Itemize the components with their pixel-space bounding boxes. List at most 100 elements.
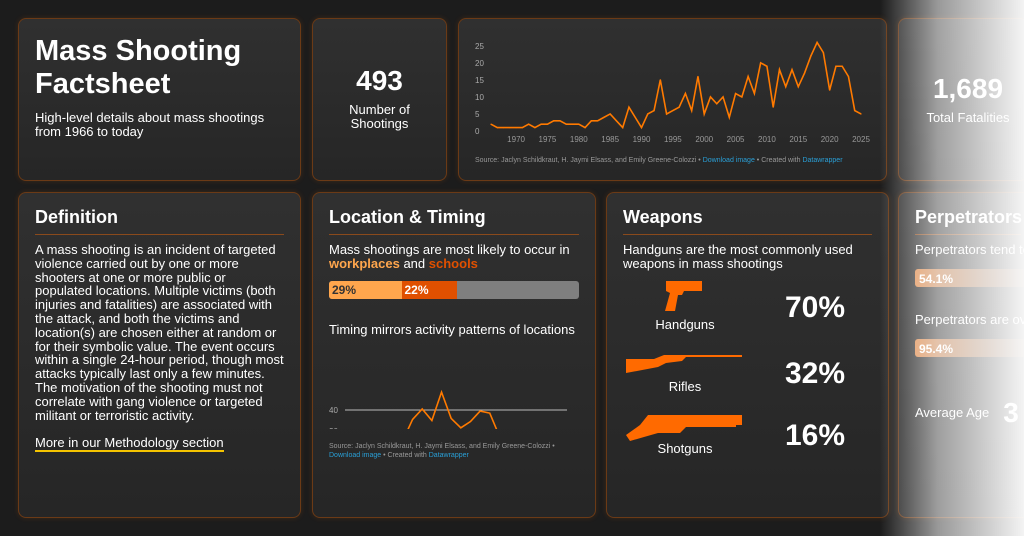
download-image-link[interactable]: Download image: [702, 157, 755, 164]
weapon-row-handguns: Handguns 70%: [607, 279, 889, 339]
location-timing-card: Location & Timing Mass shootings are mos…: [312, 192, 596, 518]
average-age-label: Average Age: [915, 405, 990, 420]
data-point: [672, 109, 674, 112]
definition-title: Definition: [35, 207, 284, 235]
weapon-row-shotguns: Shotguns 16%: [607, 415, 889, 475]
definition-card: Definition A mass shooting is an inciden…: [18, 192, 301, 518]
data-point: [431, 419, 433, 422]
shootings-label: Number of Shootings: [349, 102, 410, 131]
fatalities-stat-card: 1,689 Total Fatalities: [898, 18, 1024, 181]
data-point: [722, 96, 724, 98]
chart-source: Source: Jaclyn Schildkraut, H. Jaymi Els…: [475, 157, 843, 164]
data-point: [609, 113, 611, 115]
datawrapper-link[interactable]: Datawrapper: [802, 157, 843, 164]
rifle-icon: [626, 355, 742, 373]
location-share-bar: 29% 22%: [329, 281, 579, 299]
data-point: [584, 126, 586, 129]
location-segment-0: 29%: [329, 281, 402, 299]
shootings-stat-card: 493 Number of Shootings: [312, 18, 447, 181]
schools-highlight: schools: [428, 256, 478, 271]
x-tick-label: 2025: [852, 135, 870, 144]
data-point: [684, 92, 687, 95]
weapon-percent: 32%: [785, 357, 846, 390]
shootings-count: 493: [356, 65, 403, 96]
location-title: Location & Timing: [329, 207, 579, 235]
data-point: [691, 109, 693, 112]
data-point: [450, 417, 452, 419]
data-point: [860, 113, 862, 115]
data-point: [597, 120, 599, 122]
perpetrators-card: Perpetrators Perpetrators tend to 54.1% …: [898, 192, 1024, 518]
data-point: [469, 420, 472, 423]
data-point: [490, 123, 492, 125]
data-point: [697, 75, 699, 78]
weapon-label: Shotguns: [657, 441, 713, 456]
average-age: Average Age 3: [915, 397, 1021, 429]
data-point: [822, 52, 824, 54]
data-point: [747, 75, 749, 78]
data-point: [634, 116, 636, 118]
data-point: [797, 86, 799, 88]
yearly-chart-card: 0 5 10 15 20 25 1970 1975 1980 1985 1990 1995 2000 20…: [458, 18, 887, 181]
perpetrators-title: Perpetrators: [915, 207, 1022, 235]
and-text: and: [403, 256, 426, 271]
data-point: [760, 62, 762, 64]
weapon-row-rifles: Rifles 32%: [607, 353, 889, 413]
data-point: [603, 116, 605, 118]
created-with: Created with: [761, 157, 801, 164]
download-image-link[interactable]: Download image: [329, 452, 382, 459]
datawrapper-link[interactable]: Datawrapper: [428, 452, 469, 459]
data-point: [847, 75, 850, 78]
y-tick-label: 25: [475, 42, 484, 51]
data-line: [407, 389, 498, 429]
y-tick-label: 15: [475, 76, 484, 85]
perpetrators-bar-2: 95.4%: [915, 339, 1024, 357]
data-point: [565, 123, 567, 125]
data-point: [502, 126, 505, 129]
y-tick-label: 10: [475, 93, 484, 102]
data-point: [515, 126, 517, 129]
data-point: [785, 86, 787, 88]
average-age-value: 3: [1003, 397, 1019, 428]
data-point: [496, 126, 498, 129]
data-point: [854, 109, 856, 112]
y-tick-label: 40: [329, 406, 338, 415]
data-point: [479, 410, 481, 412]
hourly-timing-chart: 0204012a4a8a12p4p8p: [329, 389, 567, 429]
data-point: [791, 69, 793, 71]
x-tick-label: 2000: [695, 135, 713, 144]
perpetrators-line2: Perpetrators are ov: [915, 312, 1024, 327]
perpetrators-bar-1: 54.1%: [915, 269, 1024, 287]
y-tick-label: 0: [475, 127, 480, 136]
data-point: [647, 113, 649, 115]
x-tick-label: 1995: [664, 135, 682, 144]
weapon-percent: 16%: [785, 419, 846, 452]
data-point: [546, 123, 549, 125]
data-point: [440, 391, 443, 393]
handgun-icon: [665, 281, 702, 311]
data-point: [665, 113, 668, 115]
data-point: [460, 427, 462, 429]
data-point: [628, 106, 630, 108]
weapons-card: Weapons Handguns are the most commonly u…: [606, 192, 889, 518]
x-tick-label: 2005: [727, 135, 745, 144]
data-point: [766, 65, 768, 67]
data-point: [571, 123, 574, 125]
weapon-label: Rifles: [668, 379, 702, 394]
x-tick-label: 2015: [789, 135, 807, 144]
location-intro: Mass shootings are most likely to occur …: [329, 243, 579, 271]
data-point: [489, 412, 491, 414]
data-point: [653, 109, 655, 112]
title-card: Mass Shooting Factsheet High-level detai…: [18, 18, 301, 181]
data-point: [540, 123, 542, 125]
y-tick-label: 20: [475, 59, 484, 68]
data-point: [421, 408, 423, 410]
data-point: [659, 79, 661, 81]
data-point: [622, 126, 624, 129]
methodology-link[interactable]: More in our Methodology section: [35, 435, 224, 453]
page-subtitle: High-level details about mass shootings …: [35, 110, 265, 139]
data-point: [778, 69, 781, 71]
x-tick-label: 2010: [758, 135, 776, 144]
data-point: [678, 106, 680, 108]
data-point: [803, 72, 806, 74]
